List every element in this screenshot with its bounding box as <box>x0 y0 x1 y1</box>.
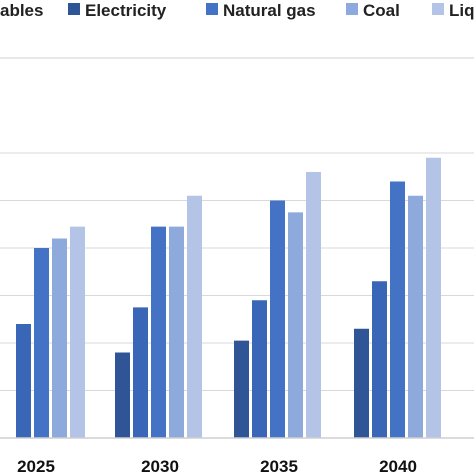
x-tick-label: 2035 <box>260 457 298 474</box>
x-tick-label: 2025 <box>17 457 55 474</box>
legend-swatch <box>206 3 218 15</box>
x-tick-label: 2040 <box>379 457 417 474</box>
legend-item: Electricity <box>68 1 167 20</box>
bar <box>34 248 49 438</box>
legend-swatch <box>68 3 80 15</box>
legend-label: ables <box>0 1 43 20</box>
bar <box>270 200 285 438</box>
legend-label: Electricity <box>85 1 167 20</box>
legend: ables Electricity Natural gas Coal Liq <box>0 1 474 20</box>
bar <box>390 181 405 438</box>
legend-item: ables <box>0 1 43 20</box>
bar <box>70 226 85 438</box>
bar <box>252 300 267 438</box>
legend-item: Liq <box>432 1 474 20</box>
legend-label: Natural gas <box>223 1 316 20</box>
bar <box>234 340 249 438</box>
legend-item: Coal <box>346 1 400 20</box>
bar <box>426 157 441 438</box>
bar <box>372 281 387 438</box>
x-axis-ticks: 2025 2030 2035 2040 <box>17 457 417 474</box>
bar <box>133 307 148 438</box>
legend-swatch <box>346 3 358 15</box>
x-tick-label: 2030 <box>141 457 179 474</box>
legend-label: Liq <box>449 1 474 20</box>
bar <box>354 328 369 438</box>
bar <box>115 352 130 438</box>
bar <box>288 212 303 438</box>
bar <box>151 226 166 438</box>
bars <box>16 157 441 438</box>
bar <box>16 324 31 438</box>
bar <box>187 195 202 438</box>
legend-label: Coal <box>363 1 400 20</box>
bar <box>52 238 67 438</box>
bar <box>169 226 184 438</box>
bar <box>408 195 423 438</box>
bar <box>306 172 321 438</box>
legend-swatch <box>432 3 444 15</box>
legend-item: Natural gas <box>206 1 316 20</box>
